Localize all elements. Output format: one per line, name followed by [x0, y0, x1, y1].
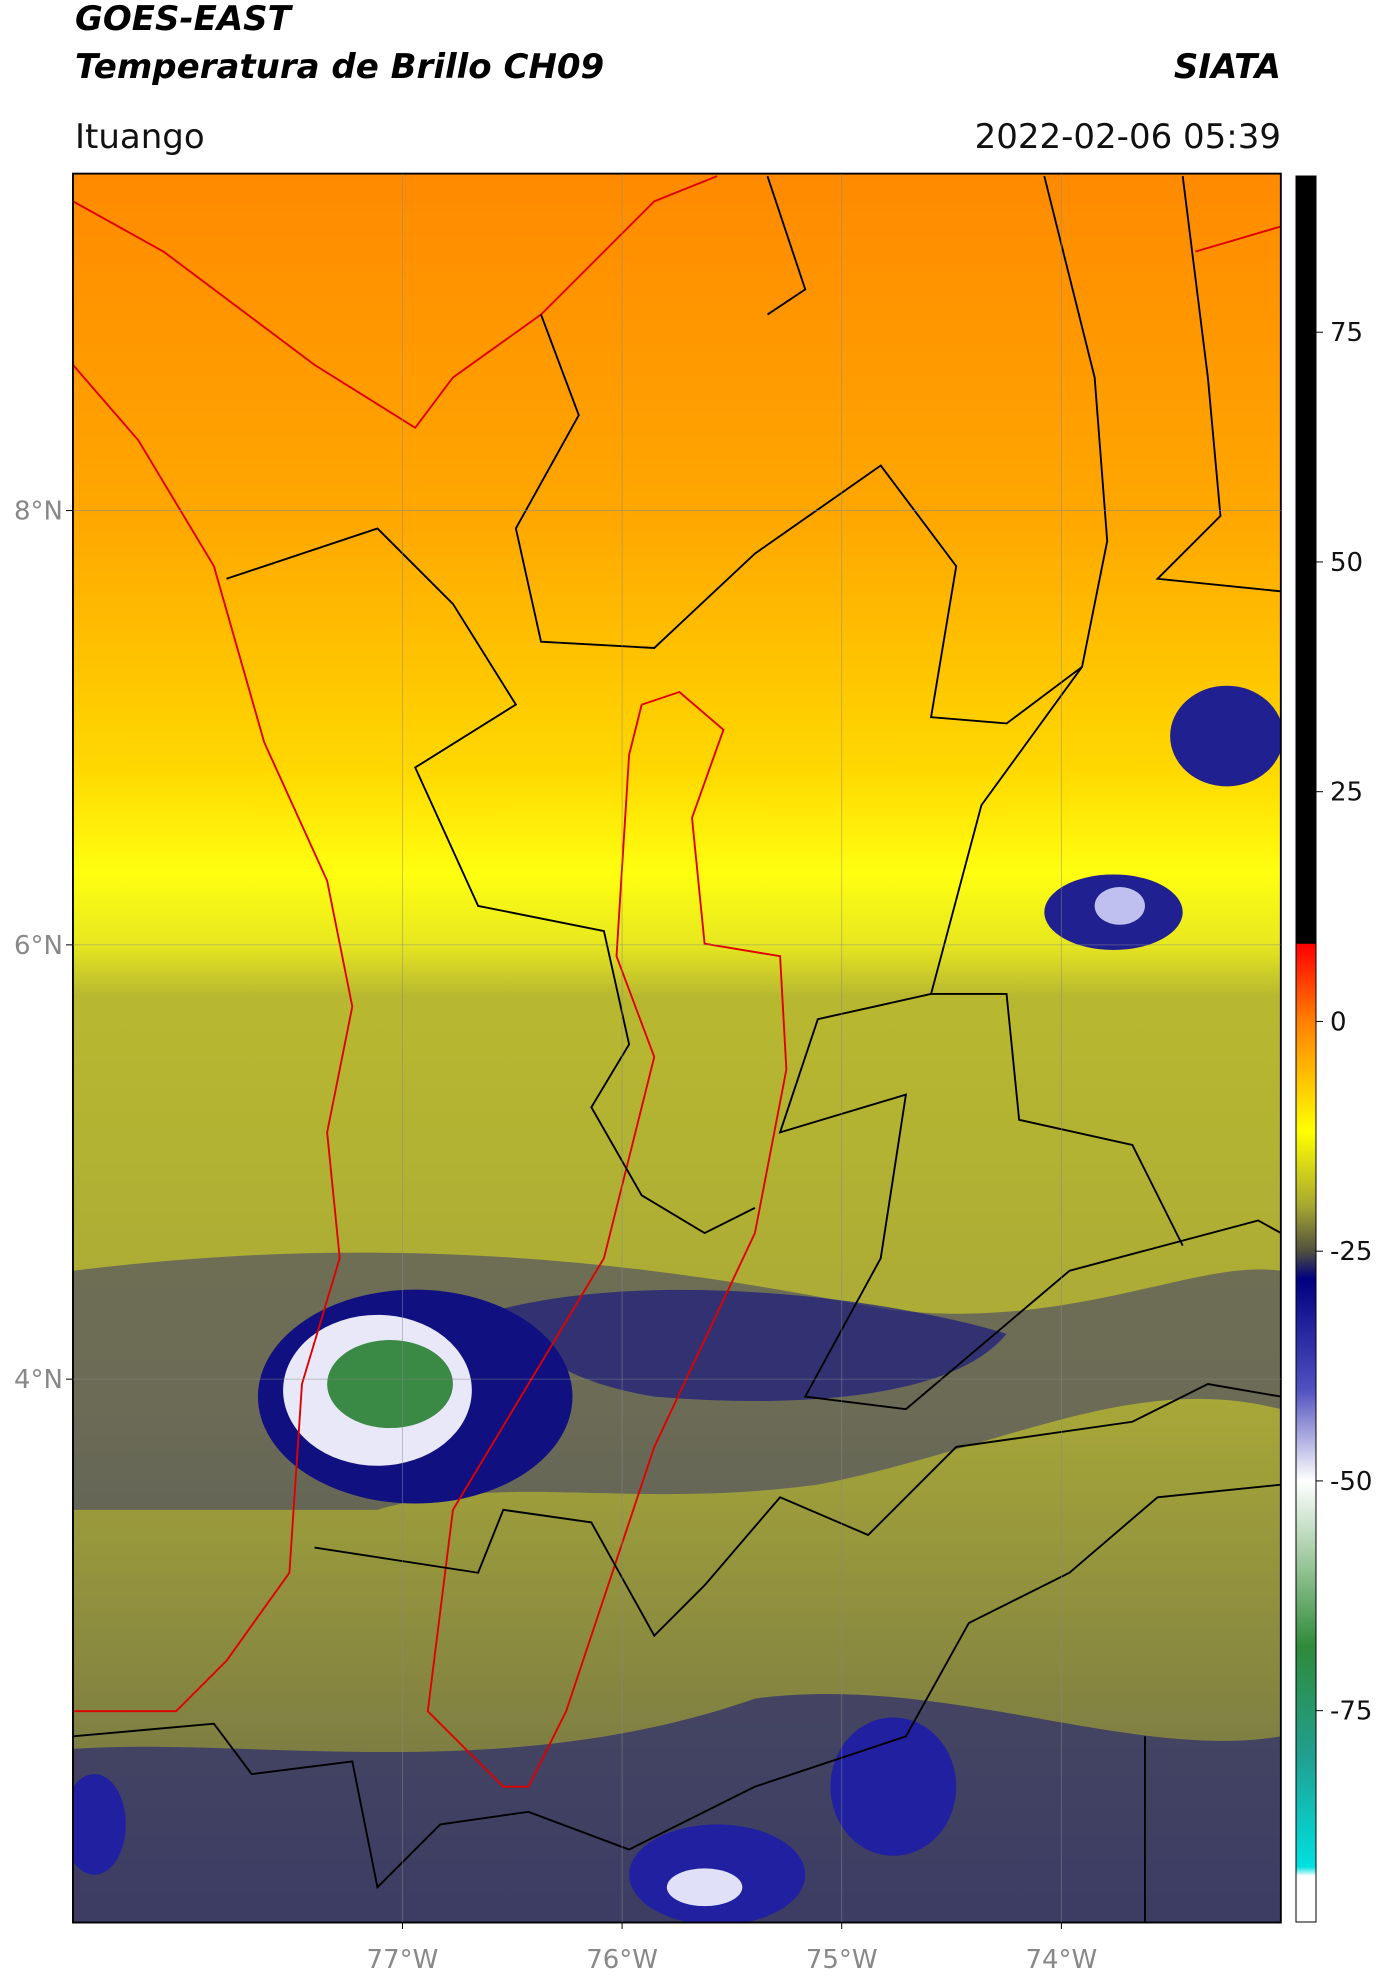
region: Ituango — [75, 117, 205, 157]
y-tick-label: 4°N — [14, 1365, 63, 1395]
colorbar — [1295, 175, 1317, 1923]
colorbar-tick-label: -50 — [1330, 1467, 1372, 1497]
x-tick-label: 77°W — [367, 1945, 439, 1975]
colorbar-tick-label: 0 — [1330, 1007, 1347, 1037]
colorbar-tick-label: -25 — [1330, 1237, 1372, 1267]
title: GOES-EAST — [75, 0, 294, 39]
x-tick-label: 74°W — [1025, 1945, 1097, 1975]
y-tick-label: 8°N — [14, 497, 63, 527]
y-tick-label: 6°N — [14, 931, 63, 961]
x-tick-label: 75°W — [806, 1945, 878, 1975]
colorbar-tick-label: -75 — [1330, 1697, 1372, 1727]
x-tick-label: 76°W — [586, 1945, 658, 1975]
colorbar-tick-label: 50 — [1330, 548, 1363, 578]
datetime: 2022-02-06 05:39 — [975, 117, 1281, 157]
subtitle: Temperatura de Brillo CH09 — [75, 47, 604, 87]
map-image — [72, 172, 1282, 1924]
colorbar-tick-label: 25 — [1330, 778, 1363, 808]
brand: SIATA — [1174, 47, 1281, 87]
colorbar-tick-label: 75 — [1330, 318, 1363, 348]
